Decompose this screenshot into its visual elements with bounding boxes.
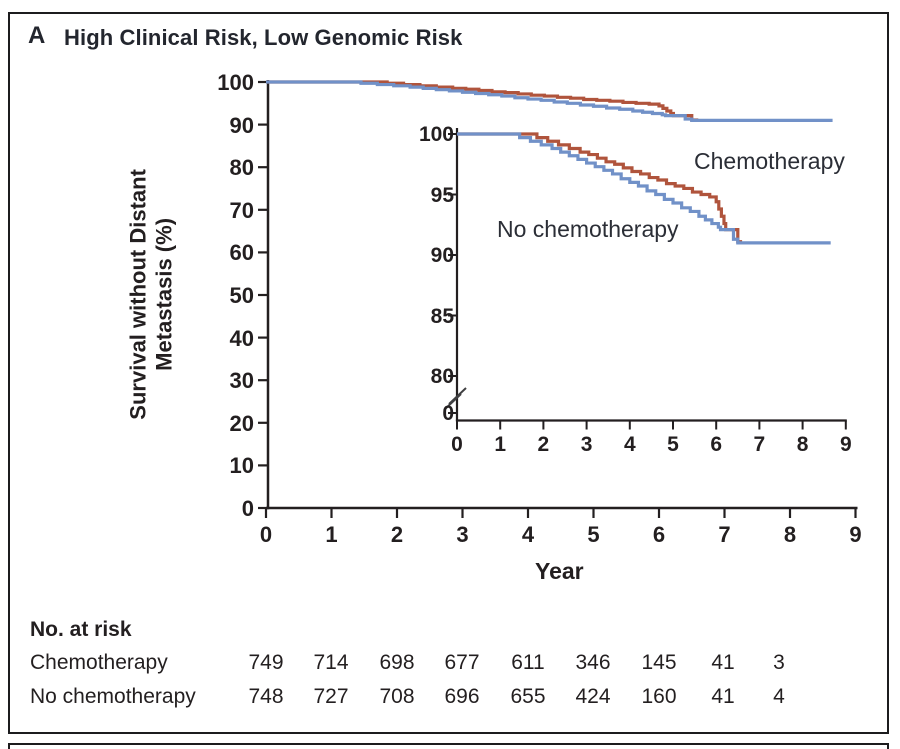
main-x-tick-label: 8 <box>783 522 797 547</box>
inset-y-tick-label: 85 <box>430 304 454 328</box>
inset-y-tick-label: 100 <box>418 123 454 146</box>
main-curve-chemotherapy <box>266 80 699 122</box>
inset-y-tick-label: 80 <box>430 365 454 388</box>
main-y-tick-label: 90 <box>229 112 254 138</box>
y-axis-title: Survival without Distant Metastasis (%) <box>126 59 179 529</box>
panel-b-top-border <box>8 743 889 749</box>
main-y-tick-label: 50 <box>229 283 254 308</box>
inset-x-tick-label: 7 <box>753 432 766 456</box>
risk-count-chemo-year1: 714 <box>313 651 349 674</box>
main-x-tick-label: 1 <box>325 522 338 547</box>
risk-count-chemo-year4: 611 <box>511 651 545 674</box>
risk-count-nochemo-year2: 708 <box>379 685 415 708</box>
main-y-tick-label: 10 <box>229 453 254 479</box>
main-x-tick-label: 6 <box>652 522 666 547</box>
inset-axis-break <box>443 393 462 411</box>
inset-curve-no-chemotherapy <box>457 132 831 245</box>
main-x-tick-label: 3 <box>456 522 469 547</box>
risk-count-nochemo-year0: 748 <box>248 685 284 708</box>
main-y-tick-label: 20 <box>229 410 254 436</box>
main-x-tick-label: 4 <box>521 522 535 547</box>
main-y-tick-label: 40 <box>229 325 254 351</box>
inset-curve-chemotherapy <box>457 132 743 244</box>
legend-chemotherapy-label: Chemotherapy <box>694 148 845 174</box>
main-x-tick-label: 0 <box>259 522 273 547</box>
inset-x-tick-label: 2 <box>537 432 550 456</box>
inset-y-tick-label: 95 <box>430 183 454 207</box>
risk-count-chemo-year8: 3 <box>773 651 785 674</box>
main-curve-no-chemotherapy <box>266 80 833 122</box>
inset-x-tick-label: 9 <box>839 432 852 456</box>
main-y-tick-label: 100 <box>217 70 254 95</box>
main-x-tick-label: 7 <box>718 522 731 547</box>
inset-x-tick-label: 4 <box>623 432 636 456</box>
risk-count-chemo-year7: 41 <box>711 651 735 674</box>
risk-count-chemo-year5: 346 <box>575 651 611 674</box>
panel-title: High Clinical Risk, Low Genomic Risk <box>64 25 463 50</box>
risk-count-chemo-year0: 749 <box>248 651 284 674</box>
inset-y-tick-label: 0 <box>442 402 454 425</box>
risk-count-nochemo-year1: 727 <box>313 685 349 708</box>
risk-count-chemo-year3: 677 <box>444 651 480 674</box>
inset-x-tick-label: 3 <box>580 432 593 456</box>
legend-no-chemotherapy-label: No chemotherapy <box>497 216 679 242</box>
inset-x-tick-label: 8 <box>796 432 809 456</box>
risk-table-header: No. at risk <box>30 618 132 641</box>
risk-count-nochemo-year7: 41 <box>711 685 735 708</box>
risk-count-chemo-year2: 698 <box>379 651 415 674</box>
main-y-tick-label: 0 <box>241 496 254 521</box>
risk-count-nochemo-year8: 4 <box>773 685 785 708</box>
panel-letter: A <box>28 22 46 49</box>
risk-count-nochemo-year3: 696 <box>444 685 480 708</box>
y-axis-title-line2: Metastasis (%) <box>152 217 177 371</box>
inset-x-tick-label: 5 <box>667 432 679 456</box>
inset-x-tick-label: 6 <box>710 432 723 456</box>
main-y-tick-label: 30 <box>229 368 254 394</box>
main-y-tick-label: 60 <box>229 240 254 266</box>
main-x-tick-label: 2 <box>390 522 404 547</box>
inset-x-tick-label: 0 <box>451 432 463 456</box>
risk-count-nochemo-year5: 424 <box>575 685 611 708</box>
main-y-tick-label: 80 <box>229 155 254 181</box>
inset-y-tick-label: 90 <box>430 244 454 267</box>
risk-row-label-chemotherapy: Chemotherapy <box>30 651 168 674</box>
inset-x-tick-label: 1 <box>494 432 507 456</box>
risk-count-nochemo-year6: 160 <box>641 685 677 708</box>
risk-count-chemo-year6: 145 <box>641 651 677 674</box>
main-y-tick-label: 70 <box>229 197 254 223</box>
main-x-tick-label: 9 <box>849 522 862 547</box>
main-x-tick-label: 5 <box>587 522 600 547</box>
x-axis-title: Year <box>535 558 584 584</box>
risk-count-nochemo-year4: 655 <box>510 685 546 708</box>
y-axis-title-line1: Survival without Distant <box>125 169 151 420</box>
panel-a-border <box>8 12 889 734</box>
risk-row-label-no-chemotherapy: No chemotherapy <box>30 685 196 708</box>
